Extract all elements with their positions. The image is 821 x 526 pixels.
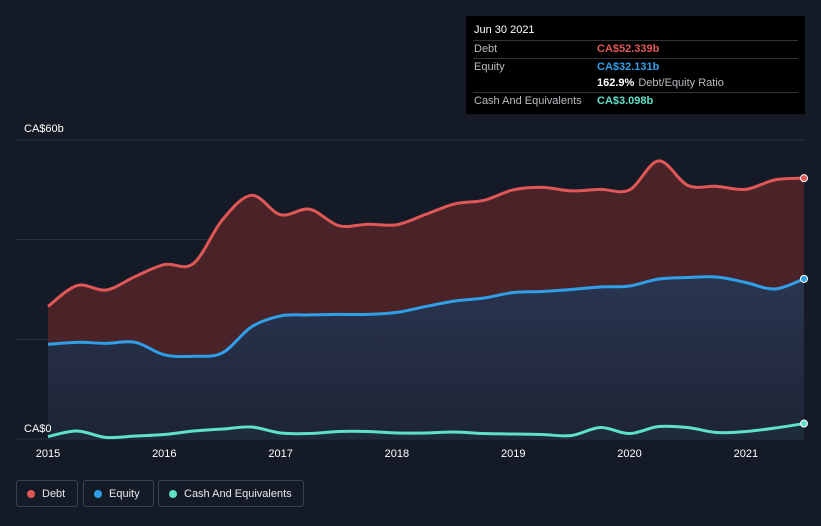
endpoint-equity (800, 274, 808, 283)
legend-dot-icon (169, 489, 177, 498)
series-areas (48, 160, 804, 439)
tooltip-row-debt: Debt CA$52.339b (473, 40, 798, 58)
endpoint-debt (800, 174, 808, 183)
legend-label: Cash And Equivalents (184, 487, 292, 500)
x-tick-label: 2015 (36, 448, 60, 460)
tooltip-label: Debt (474, 43, 498, 55)
series-end-dots (800, 174, 808, 428)
x-tick-label: 2019 (501, 448, 525, 460)
endpoint-cash-and-equivalents (800, 419, 808, 428)
x-tick-label: 2020 (617, 448, 641, 460)
y-axis-top-label: CA$60b (24, 123, 64, 135)
area-equity (48, 276, 804, 439)
tooltip-value: 162.9% (597, 77, 635, 89)
tooltip-row-ratio: 162.9% Debt/Equity Ratio (473, 75, 798, 92)
series-lines (47, 159, 805, 440)
tooltip-label (473, 75, 597, 92)
tooltip-panel: Jun 30 2021 Debt CA$52.339b Equity CA$32… (466, 16, 805, 114)
legend-dot-icon (94, 489, 102, 498)
area-cash-and-equivalents (48, 423, 804, 439)
tooltip-value: CA$3.098b (597, 94, 654, 107)
tooltip-value: CA$32.131b (597, 60, 660, 73)
legend-dot-icon (27, 489, 35, 498)
legend-item-cash[interactable]: Cash And Equivalents (158, 480, 304, 507)
tooltip-value: CA$52.339b (597, 43, 660, 55)
tooltip-label: Equity (474, 60, 505, 73)
y-axis-bottom-label: CA$0 (24, 423, 52, 435)
line-equity (47, 275, 805, 359)
legend-item-equity[interactable]: Equity (83, 480, 154, 507)
legend-label: Debt (42, 487, 66, 500)
x-tick-label: 2017 (268, 448, 292, 460)
tooltip-sublabel: Debt/Equity Ratio (638, 77, 724, 89)
x-axis-ticks: 2015 2016 2017 2018 2019 2020 2021 (36, 448, 758, 460)
legend-item-debt[interactable]: Debt (16, 480, 78, 507)
tooltip-row-cash: Cash And Equivalents CA$3.098b (473, 91, 798, 110)
tooltip-row-equity: Equity CA$32.131b (473, 57, 798, 76)
tooltip-label: Cash And Equivalents (474, 94, 582, 107)
tooltip-date: Jun 30 2021 (474, 24, 535, 36)
line-cash-and-equivalents (47, 422, 805, 440)
x-tick-label: 2018 (385, 448, 409, 460)
line-debt (47, 159, 805, 308)
legend-label: Equity (109, 487, 140, 500)
x-tick-label: 2016 (152, 448, 176, 460)
x-tick-label: 2021 (734, 448, 758, 460)
